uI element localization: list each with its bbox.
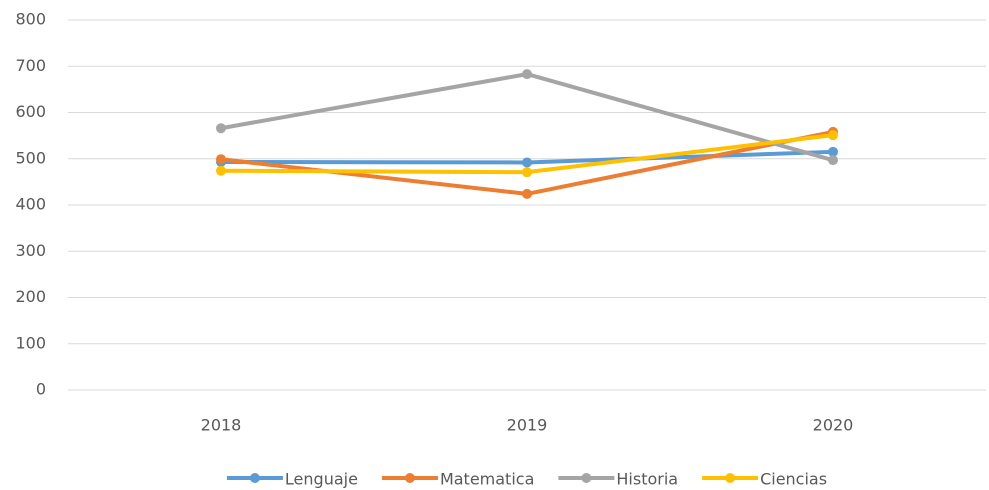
y-tick-label: 100 [15, 333, 46, 352]
y-tick-label: 400 [15, 195, 46, 214]
y-tick-label: 800 [15, 10, 46, 29]
point [828, 130, 838, 141]
point [522, 167, 532, 178]
point [828, 146, 838, 157]
point [216, 154, 226, 165]
y-tick-label: 600 [15, 102, 46, 121]
point [216, 165, 226, 176]
legend-label: Matematica [440, 470, 534, 489]
x-tick-label: 2018 [201, 416, 242, 435]
x-tick-label: 2019 [507, 416, 548, 435]
x-tick-label: 2020 [813, 416, 854, 435]
y-tick-label: 200 [15, 287, 46, 306]
point [522, 69, 532, 80]
legend-marker [725, 473, 736, 483]
point [216, 123, 226, 134]
legend-label: Lenguaje [285, 470, 358, 489]
point [522, 188, 532, 199]
legend-marker [404, 473, 415, 483]
point [828, 155, 838, 166]
y-tick-label: 300 [15, 241, 46, 260]
point [522, 157, 532, 168]
y-tick-label: 500 [15, 148, 46, 167]
legend-marker [581, 473, 592, 483]
legend-label: Ciencias [760, 470, 827, 489]
y-tick-label: 700 [15, 56, 46, 75]
legend-marker [249, 473, 260, 483]
y-tick-label: 0 [36, 380, 46, 399]
legend-label: Historia [616, 470, 678, 489]
